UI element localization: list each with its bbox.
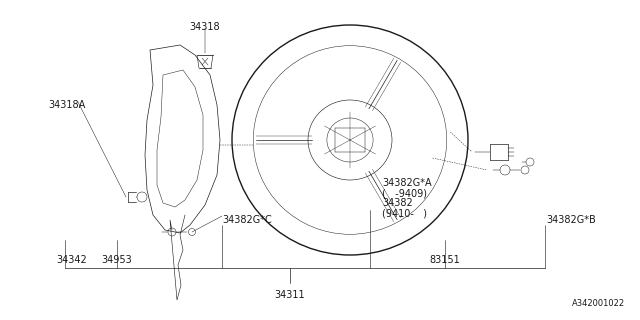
Text: 34382G*B: 34382G*B <box>546 215 596 225</box>
Text: 34311: 34311 <box>275 290 305 300</box>
Text: 34342: 34342 <box>56 255 88 265</box>
Text: 34382: 34382 <box>382 198 413 208</box>
Text: 34318: 34318 <box>189 22 220 32</box>
Text: 83151: 83151 <box>429 255 460 265</box>
Text: 34953: 34953 <box>102 255 132 265</box>
Text: (   -9409): ( -9409) <box>382 188 427 198</box>
Text: A342001022: A342001022 <box>572 299 625 308</box>
Text: 34382G*C: 34382G*C <box>222 215 272 225</box>
Text: (9410-   ): (9410- ) <box>382 208 427 218</box>
Text: 34318A: 34318A <box>48 100 85 110</box>
Text: 34382G*A: 34382G*A <box>382 178 431 188</box>
